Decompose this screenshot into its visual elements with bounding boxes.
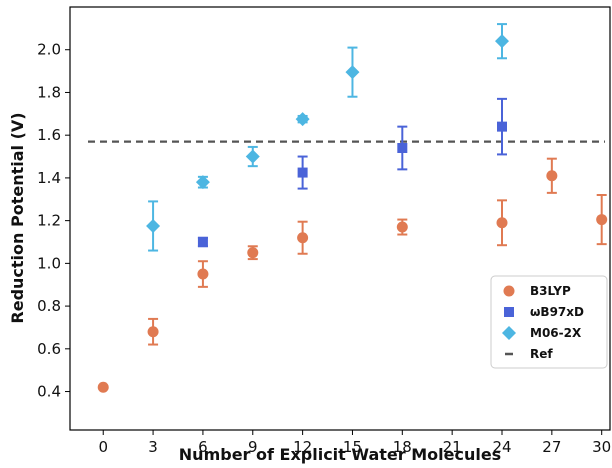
legend-swatch [503,285,515,297]
legend-label: B3LYP [530,284,571,298]
legend-label: ωB97xD [530,305,584,319]
data-point [295,112,310,127]
data-point [397,143,408,153]
legend-swatch [504,307,514,317]
data-point [497,121,507,132]
points-layer [97,34,608,393]
data-point [546,170,558,182]
legend-box [490,275,608,369]
data-point [496,217,508,229]
y-tick-label: 1.0 [37,254,61,272]
data-point [495,34,509,49]
legend-label: M06-2X [530,326,582,340]
legend-label: Ref [530,347,553,361]
data-point [97,381,109,393]
legend-swatch [502,326,516,340]
y-tick-label: 0.4 [37,383,61,401]
data-point [396,221,408,233]
x-ticks: 0 3 6 9 12 15 18 21 24 27 30 [98,430,611,456]
y-tick-label: 1.6 [37,126,61,144]
data-point [247,247,259,259]
y-tick-label: 1.2 [37,212,61,230]
data-point [147,326,159,338]
plot-frame [69,6,611,431]
x-tick-label: 6 [198,438,208,456]
x-tick-label: 3 [148,438,158,456]
data-point [195,175,210,190]
data-point [297,167,308,178]
data-point [197,268,209,280]
y-tick-label: 1.4 [37,169,61,187]
data-point [596,214,608,226]
data-point [297,232,309,244]
data-point [245,149,260,164]
x-tick-label: 24 [492,438,511,456]
x-tick-label: 18 [393,438,412,456]
y-tick-label: 0.8 [37,297,61,315]
data-point [345,65,360,80]
y-tick-label: 0.6 [37,340,61,358]
y-ticks: 0.4 0.6 0.8 1.0 1.2 1.4 1.6 1.8 2.0 [37,41,70,401]
x-tick-label: 27 [542,438,561,456]
y-axis-title: Reduction Potential (V) [8,112,27,323]
x-tick-label: 12 [293,438,312,456]
x-tick-label: 15 [343,438,362,456]
legend: B3LYP ωB97xD M06-2X Ref [490,275,608,369]
x-tick-label: 9 [248,438,258,456]
data-point [146,218,161,233]
x-tick-label: 30 [592,438,611,456]
x-tick-label: 21 [443,438,462,456]
y-tick-label: 1.8 [37,83,61,101]
data-point [197,237,208,247]
x-tick-label: 0 [98,438,108,456]
y-tick-label: 2.0 [37,41,61,59]
x-axis-title: Number of Explicit Water Molecules [179,445,501,464]
